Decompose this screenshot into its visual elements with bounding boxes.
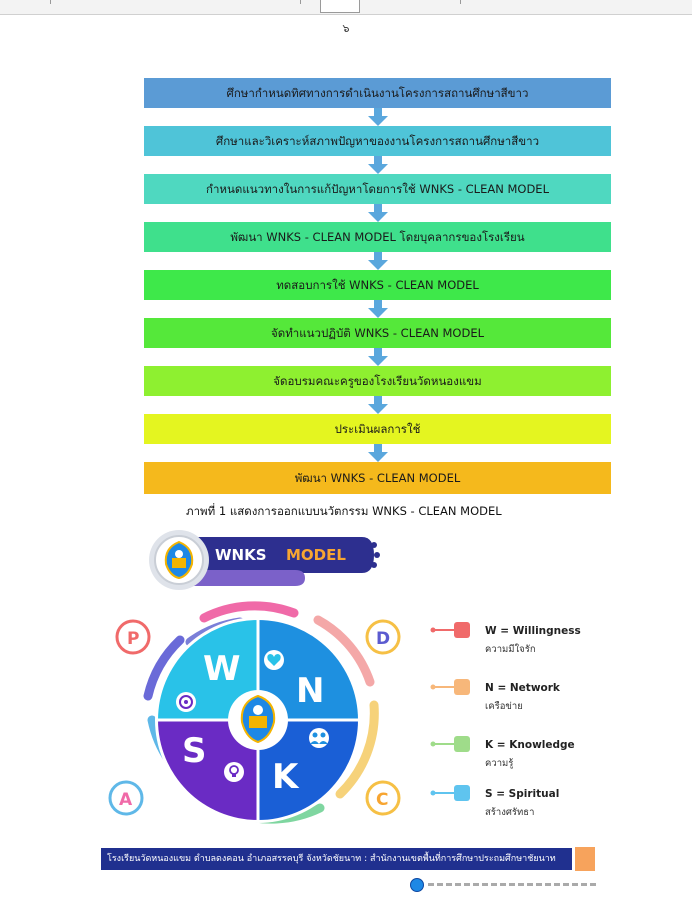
flow-arrow-icon bbox=[367, 252, 388, 270]
ring-arc-lower-right bbox=[335, 700, 379, 799]
puzzle-piece-n bbox=[258, 620, 358, 720]
banner-word-wnks: WNKS bbox=[215, 546, 267, 564]
ruler-tick bbox=[300, 0, 301, 4]
piece-letter-k: K bbox=[272, 757, 300, 797]
process-flowchart: ศึกษากำหนดทิศทางการดำเนินงานโครงการสถานศ… bbox=[144, 78, 611, 494]
flow-arrow-icon bbox=[367, 204, 388, 222]
legend-connector-dot bbox=[430, 684, 436, 690]
legend-swatch bbox=[454, 622, 470, 638]
ring-letter-d: D bbox=[376, 629, 390, 649]
flow-step: จัดอบรมคณะครูของโรงเรียนวัดหนองแขม bbox=[144, 366, 611, 396]
model-legend: W = Willingness ความมีใจรัก N = Network เคร… bbox=[430, 622, 581, 818]
legend-title: W = Willingness bbox=[485, 625, 581, 637]
legend-subtitle: สร้างศรัทธา bbox=[485, 807, 534, 818]
flow-step: จัดทำแนวปฏิบัติ WNKS - CLEAN MODEL bbox=[144, 318, 611, 348]
ring-badge-a: A bbox=[108, 780, 144, 816]
banner-word-model: MODEL bbox=[286, 546, 346, 564]
figure-caption: ภาพที่ 1 แสดงการออกแบบนวัตกรรม WNKS - CL… bbox=[186, 504, 502, 518]
footer-faded-text bbox=[428, 883, 598, 886]
flow-step: พัฒนา WNKS - CLEAN MODEL โดยบุคลากรของโร… bbox=[144, 222, 611, 252]
banner-dot bbox=[371, 542, 377, 548]
flow-step: พัฒนา WNKS - CLEAN MODEL bbox=[144, 462, 611, 494]
banner-dot bbox=[371, 562, 377, 568]
banner-dot bbox=[374, 552, 380, 558]
flow-step: ศึกษาและวิเคราะห์สภาพปัญหาของงานโครงการส… bbox=[144, 126, 611, 156]
piece-letter-w: W bbox=[203, 649, 241, 689]
flow-step: กำหนดแนวทางในการแก้ปัญหาโดยการใช้ WNKS -… bbox=[144, 174, 611, 204]
banner-shape bbox=[175, 537, 374, 573]
wnks-model-banner: WNKS MODEL bbox=[149, 530, 380, 590]
footer-logo-icon bbox=[410, 878, 424, 892]
footer-secondary-line bbox=[410, 878, 600, 892]
puzzle-piece-k bbox=[258, 720, 358, 820]
ring-letter-c: C bbox=[376, 790, 388, 810]
puzzle-piece-s bbox=[158, 720, 258, 820]
page-number: ๖ bbox=[342, 22, 350, 35]
flow-step: ประเมินผลการใช้ bbox=[144, 414, 611, 444]
target-icon bbox=[176, 692, 196, 712]
legend-item: N = Network เครือข่าย bbox=[430, 679, 561, 712]
flow-arrow-icon bbox=[367, 300, 388, 318]
flow-step: ทดสอบการใช้ WNKS - CLEAN MODEL bbox=[144, 270, 611, 300]
footer-accent bbox=[575, 847, 595, 871]
legend-title: S = Spiritual bbox=[485, 788, 559, 800]
legend-connector-dot bbox=[430, 790, 436, 796]
legend-connector-dot bbox=[430, 627, 436, 633]
toolbar-strip bbox=[0, 0, 692, 15]
flow-arrow-icon bbox=[367, 348, 388, 366]
wnks-model-infographic: WNKS MODEL P D A bbox=[100, 530, 600, 830]
flow-arrow-icon bbox=[367, 444, 388, 462]
footer-bar: โรงเรียนวัดหนองแขม ตำบลดงคอน อำเภอสรรคบุ… bbox=[101, 848, 572, 870]
legend-swatch bbox=[454, 736, 470, 752]
legend-subtitle: เครือข่าย bbox=[485, 701, 523, 712]
school-logo-icon bbox=[164, 540, 194, 580]
heart-icon bbox=[264, 650, 284, 670]
ruler-tick bbox=[50, 0, 51, 4]
legend-connector-dot bbox=[430, 741, 436, 747]
ring-letter-a: A bbox=[119, 790, 133, 810]
ring-badge-p: P bbox=[115, 619, 151, 655]
ring-arc-left bbox=[143, 635, 185, 701]
legend-swatch bbox=[454, 785, 470, 801]
ring-letter-p: P bbox=[127, 629, 139, 649]
legend-item: W = Willingness ความมีใจรัก bbox=[430, 622, 581, 655]
lightbulb-icon bbox=[224, 762, 244, 782]
legend-swatch bbox=[454, 679, 470, 695]
piece-letter-n: N bbox=[296, 671, 324, 711]
legend-title: N = Network bbox=[485, 682, 561, 694]
legend-item: K = Knowledge ความรู้ bbox=[430, 736, 575, 769]
legend-item: S = Spiritual สร้างศรัทธา bbox=[430, 785, 559, 818]
puzzle-circle: W N S K bbox=[155, 617, 361, 823]
legend-subtitle: ความมีใจรัก bbox=[485, 643, 536, 655]
piece-letter-s: S bbox=[182, 731, 207, 771]
people-icon bbox=[309, 728, 329, 748]
ring-arc-top bbox=[199, 601, 299, 623]
flow-step: ศึกษากำหนดทิศทางการดำเนินงานโครงการสถานศ… bbox=[144, 78, 611, 108]
legend-title: K = Knowledge bbox=[485, 739, 575, 751]
flow-arrow-icon bbox=[367, 396, 388, 414]
flow-arrow-icon bbox=[367, 156, 388, 174]
ruler-tick bbox=[460, 0, 461, 4]
ring-badge-c: C bbox=[365, 780, 401, 816]
page-number-input[interactable] bbox=[320, 0, 360, 13]
banner-tail bbox=[180, 570, 305, 586]
ring-arc-right bbox=[313, 615, 375, 687]
ring-badge-d: D bbox=[365, 619, 401, 655]
flow-arrow-icon bbox=[367, 108, 388, 126]
center-school-logo-icon bbox=[240, 694, 276, 744]
legend-subtitle: ความรู้ bbox=[485, 758, 513, 769]
